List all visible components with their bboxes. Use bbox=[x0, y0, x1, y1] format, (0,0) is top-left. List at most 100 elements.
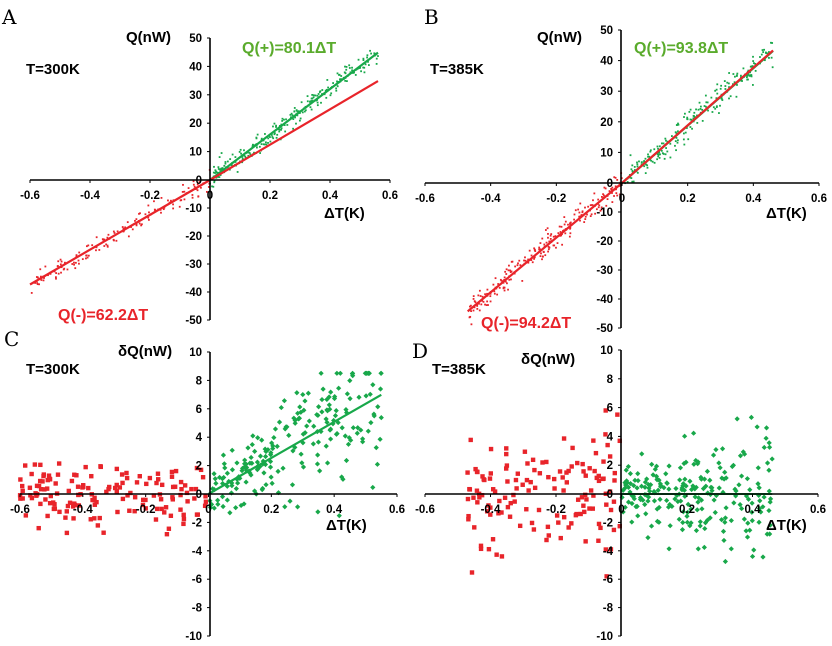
chart-c-residual-point bbox=[64, 530, 70, 536]
chart-d-residual-point bbox=[622, 480, 628, 486]
chart-c-residual-point bbox=[370, 484, 376, 491]
chart-d-residual-point bbox=[672, 496, 678, 502]
chart-a-data-point bbox=[138, 222, 141, 225]
chart-b-data-point bbox=[705, 101, 708, 104]
chart-b-data-point bbox=[489, 300, 492, 303]
chart-b-data-point bbox=[484, 293, 486, 296]
chart-d-residual-point bbox=[631, 482, 637, 489]
chart-a-data-point bbox=[106, 244, 109, 247]
chart-b-data-point bbox=[503, 276, 506, 279]
chart-b-data-point bbox=[671, 135, 673, 137]
chart-b-data-point bbox=[664, 137, 667, 140]
chart-d-residual-point bbox=[751, 547, 757, 553]
chart-b-data-point bbox=[753, 62, 755, 65]
chart-d-residual-point bbox=[532, 467, 537, 473]
chart-c-residual-point bbox=[132, 508, 137, 514]
chart-c-residual-point bbox=[220, 503, 226, 510]
chart-d-residual-point bbox=[722, 469, 728, 475]
chart-a-data-point bbox=[64, 261, 66, 264]
chart-d-residual-point bbox=[688, 486, 695, 493]
chart-d-residual-point bbox=[648, 482, 654, 488]
chart-a-data-point bbox=[172, 207, 175, 210]
chart-b-data-point bbox=[479, 295, 482, 297]
chart-a-data-point bbox=[370, 52, 373, 55]
chart-b-data-point bbox=[499, 278, 502, 281]
chart-d-residual-point bbox=[766, 488, 772, 494]
chart-d-y-tick-label: 2 bbox=[607, 460, 613, 472]
chart-d-residual-point bbox=[676, 516, 682, 522]
chart-a-data-point bbox=[57, 265, 59, 267]
chart-b-data-point bbox=[486, 292, 488, 295]
chart-c-residual-point bbox=[112, 485, 118, 491]
chart-b-data-point bbox=[546, 227, 549, 230]
chart-d-residual-point bbox=[488, 446, 494, 452]
chart-d-residual-point bbox=[719, 446, 726, 452]
chart-b-data-point bbox=[630, 168, 633, 171]
chart-b-data-point bbox=[616, 179, 619, 181]
chart-c-residual-point bbox=[101, 530, 106, 535]
chart-a-data-point bbox=[75, 254, 78, 257]
chart-b-positive-fit-label: Q(+)=93.8ΔT bbox=[634, 40, 728, 57]
chart-b-data-point bbox=[561, 243, 564, 246]
chart-c-residual-point bbox=[221, 461, 227, 467]
chart-d-residual-point bbox=[561, 488, 566, 493]
chart-c-residual-point bbox=[212, 476, 218, 482]
chart-d-x-tick-label: 0.2 bbox=[679, 504, 695, 516]
chart-b-data-point bbox=[699, 107, 702, 110]
chart-c-residual-point bbox=[156, 477, 161, 482]
chart-b-data-point bbox=[503, 286, 506, 289]
chart-c-residual-point bbox=[339, 474, 345, 480]
chart-c-residual-point bbox=[168, 513, 174, 518]
chart-c-residual-point bbox=[69, 478, 75, 484]
chart-c-residual-point bbox=[370, 382, 376, 388]
chart-a-data-point bbox=[71, 263, 74, 265]
chart-d-residual-point bbox=[625, 463, 631, 470]
chart-b-data-point bbox=[597, 198, 600, 201]
chart-a-data-point bbox=[78, 251, 81, 254]
chart-c-residual-point bbox=[294, 504, 301, 510]
chart-c-residual-point bbox=[356, 394, 362, 400]
chart-d-residual-point bbox=[632, 477, 638, 483]
chart-c-residual-point bbox=[154, 480, 159, 486]
chart-c-residual-point bbox=[333, 408, 339, 414]
chart-d-residual-point bbox=[515, 471, 521, 476]
chart-b-data-point bbox=[662, 142, 665, 145]
chart-d-residual-point bbox=[579, 495, 585, 500]
chart-c-residual-point bbox=[317, 468, 323, 474]
chart-c-residual-point bbox=[128, 490, 133, 496]
chart-a-y-tick-label: 20 bbox=[189, 118, 202, 130]
chart-c-residual-point bbox=[233, 485, 239, 492]
chart-c-residual-point bbox=[127, 508, 132, 513]
chart-d-residual-point bbox=[748, 414, 754, 420]
chart-c-residual-point bbox=[274, 443, 280, 449]
chart-b-data-point bbox=[721, 99, 724, 101]
chart-a-data-point bbox=[247, 154, 250, 157]
chart-b-data-point bbox=[701, 119, 704, 122]
chart-b-data-point bbox=[663, 157, 666, 160]
chart-c-residual-point bbox=[181, 512, 186, 517]
chart-d-residual-point bbox=[683, 483, 689, 489]
chart-d-residual-point bbox=[544, 537, 549, 543]
chart-b-data-point bbox=[584, 218, 587, 220]
chart-b-data-point bbox=[541, 258, 543, 261]
chart-a-data-point bbox=[217, 176, 219, 178]
chart-d-residual-point bbox=[507, 514, 513, 519]
chart-c-residual-point bbox=[32, 462, 38, 467]
chart-d-residual-point bbox=[587, 466, 592, 471]
chart-a-data-point bbox=[363, 66, 366, 69]
chart-d-y-tick-label: 6 bbox=[607, 403, 613, 415]
chart-c-residual-point bbox=[38, 486, 44, 492]
chart-b-data-point bbox=[699, 105, 702, 108]
chart-d-residual-point bbox=[605, 442, 610, 448]
chart-c-residual-point bbox=[143, 497, 148, 503]
chart-c-residual-point bbox=[265, 447, 271, 453]
chart-a-data-point bbox=[112, 230, 115, 233]
chart-d-residual-point bbox=[717, 465, 723, 471]
chart-d-y-tick-label: -8 bbox=[603, 603, 614, 615]
chart-b-data-point bbox=[587, 205, 590, 208]
chart-a-data-point bbox=[325, 88, 328, 91]
chart-d-residual-point bbox=[745, 520, 751, 526]
chart-d-residual-point bbox=[744, 534, 751, 540]
chart-b-data-point bbox=[754, 69, 757, 72]
panel-letter-a: A bbox=[1, 5, 17, 29]
